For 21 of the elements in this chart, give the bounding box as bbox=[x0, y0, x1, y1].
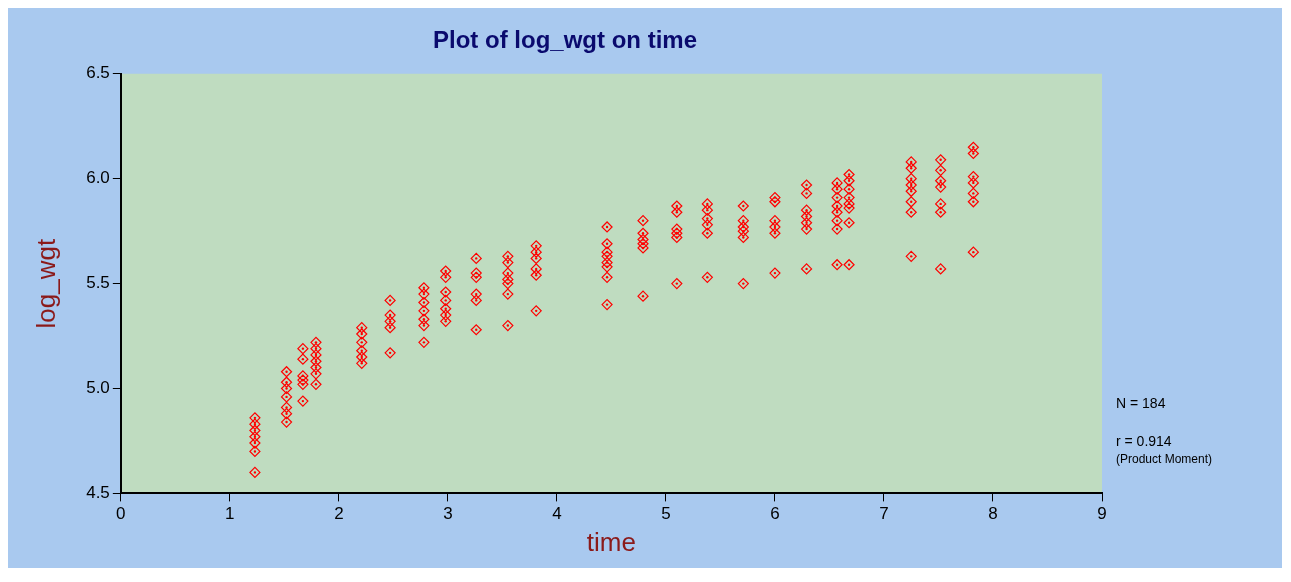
y-tick-label: 6.0 bbox=[86, 168, 110, 188]
x-tick-label: 0 bbox=[116, 504, 126, 524]
y-tick-label: 5.0 bbox=[86, 378, 110, 398]
x-tick-label: 2 bbox=[334, 504, 344, 524]
y-tick-label: 5.5 bbox=[86, 273, 110, 293]
text: N = 184 bbox=[1116, 395, 1166, 412]
chart-title: Plot of log_wgt on time bbox=[433, 26, 697, 54]
y-tick-label: 4.5 bbox=[86, 483, 110, 503]
text: r = 0.914 bbox=[1116, 433, 1172, 450]
x-tick-label: 7 bbox=[879, 504, 889, 524]
x-axis-title: time bbox=[586, 526, 636, 557]
text: (Product Moment) bbox=[1116, 452, 1213, 467]
y-axis-title: log_wgt bbox=[30, 238, 61, 329]
x-tick-label: 4 bbox=[552, 504, 562, 524]
x-tick-label: 1 bbox=[225, 504, 235, 524]
x-tick-label: 8 bbox=[988, 504, 998, 524]
x-tick-label: 3 bbox=[443, 504, 453, 524]
x-tick-label: 9 bbox=[1097, 504, 1107, 524]
y-tick-label: 6.5 bbox=[86, 63, 110, 83]
x-tick-label: 6 bbox=[770, 504, 780, 524]
x-tick-label: 5 bbox=[661, 504, 671, 524]
